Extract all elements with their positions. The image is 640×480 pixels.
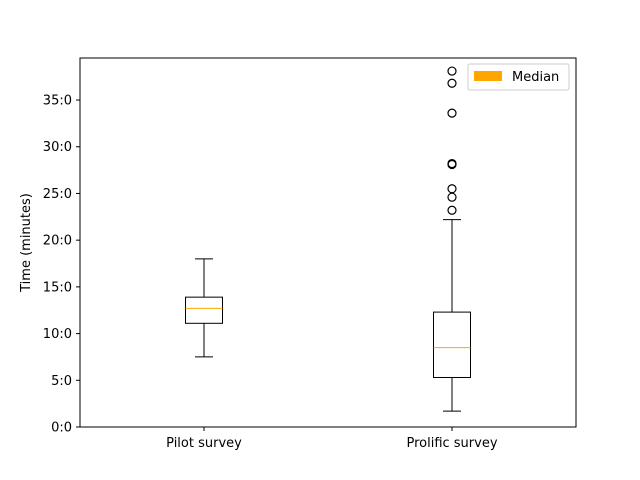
legend-swatch-median: [474, 71, 502, 81]
iqr-box: [185, 296, 223, 324]
box-0: [185, 258, 223, 358]
legend-label-median: Median: [512, 70, 559, 85]
y-tick-label: 20:0: [43, 234, 72, 249]
box-series: [185, 66, 471, 412]
outlier-point: [447, 78, 457, 88]
outlier-point: [447, 184, 457, 194]
legend-frame: [467, 63, 570, 91]
iqr-box: [433, 311, 471, 378]
plot-area-frame: [79, 57, 577, 428]
y-tick-label: 35:0: [43, 94, 72, 109]
box-1: [433, 66, 471, 412]
x-tick-label: Pilot survey: [166, 436, 242, 451]
x-tick-label: Prolific survey: [406, 436, 497, 451]
y-tick-label: 30:0: [43, 140, 72, 155]
outlier-point: [447, 205, 457, 215]
y-axis-label: Time (minutes): [19, 193, 34, 293]
outlier-point: [447, 66, 457, 76]
y-tick-label: 15:0: [43, 280, 72, 295]
outlier-point: [447, 158, 457, 169]
y-tick-label: 10:0: [43, 327, 72, 342]
outlier-point: [447, 108, 457, 118]
x-axis-ticks: Pilot survey Prolific survey: [166, 427, 498, 451]
outlier-point: [447, 192, 457, 202]
y-axis-ticks: 0:0 5:0 10:0 15:0 20:0 25:0 30:0 35:0: [43, 94, 80, 436]
legend: Median: [467, 63, 570, 91]
y-tick-label: 5:0: [51, 374, 72, 389]
y-tick-label: 25:0: [43, 187, 72, 202]
y-tick-label: 0:0: [51, 421, 72, 436]
